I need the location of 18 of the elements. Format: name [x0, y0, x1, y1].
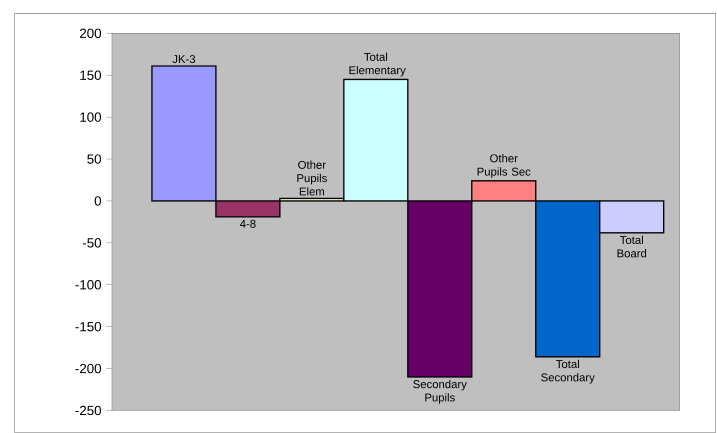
- y-tick-label: 50: [87, 154, 102, 164]
- y-tick-label: 0: [94, 196, 102, 206]
- y-tick-label: -100: [75, 280, 102, 290]
- y-tick-label: -250: [75, 406, 102, 416]
- y-tick-label: 200: [80, 28, 102, 38]
- x-tick-label: JK-3: [172, 55, 196, 64]
- y-tick-label: -200: [75, 364, 102, 374]
- x-tick-label: 4-8: [240, 220, 256, 228]
- x-tick-label: Secondary Pupils: [413, 380, 467, 404]
- x-tick-label: Total Secondary: [541, 360, 595, 384]
- y-tick-label: 100: [80, 112, 102, 122]
- x-tick-label: Total Board: [618, 236, 646, 258]
- x-tick-label: Total Elementary: [349, 52, 406, 76]
- y-tick-label: -150: [75, 322, 102, 332]
- y-tick-label: -50: [82, 238, 102, 248]
- y-tick-label: 150: [80, 70, 102, 80]
- x-tick-label: Other Pupils Elem: [297, 160, 327, 196]
- x-tick-label: Other Pupils Sec: [478, 154, 531, 178]
